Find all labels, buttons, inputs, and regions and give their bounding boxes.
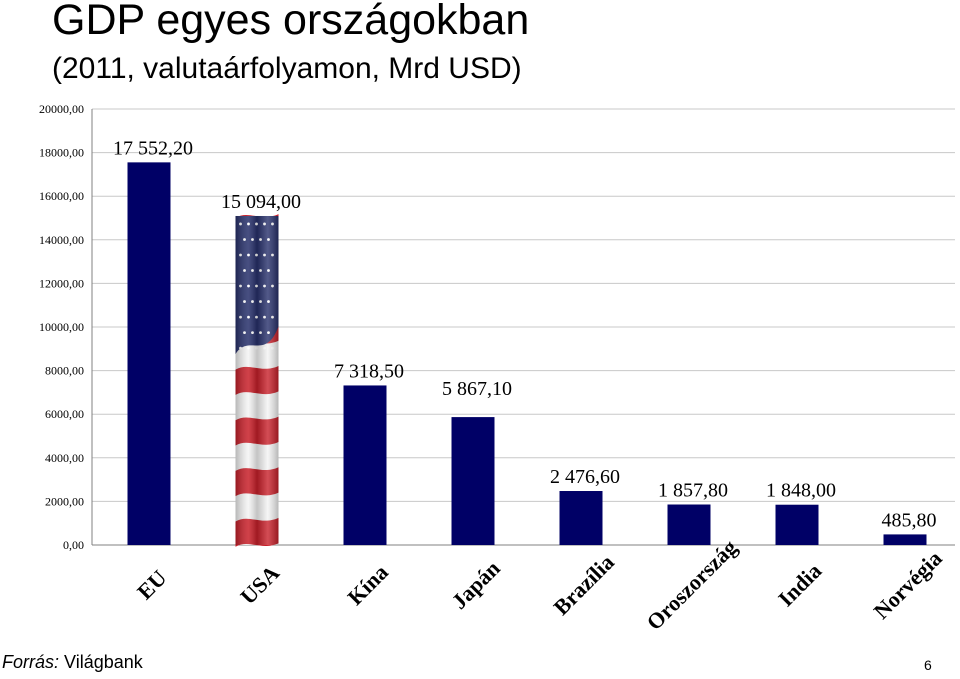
data-label: 17 552,20: [113, 137, 193, 159]
bar: [127, 162, 171, 545]
y-tick-label: 0,00: [63, 538, 84, 552]
y-tick-label: 10000,00: [39, 320, 84, 334]
data-label: 2 476,60: [550, 466, 620, 488]
x-tick-label: Kína: [342, 559, 393, 610]
y-tick-label: 20000,00: [39, 102, 84, 116]
chart-subtitle: (2011, valutaárfolyamon, Mrd USD): [52, 52, 522, 85]
x-tick-label: EU: [132, 565, 171, 604]
bar: [667, 504, 711, 545]
data-label: 7 318,50: [334, 360, 404, 382]
data-label: 15 094,00: [221, 191, 301, 213]
x-tick-label: USA: [235, 560, 284, 609]
y-tick-label: 12000,00: [39, 276, 84, 290]
bar: [883, 534, 927, 545]
x-tick-label: Brazília: [549, 550, 619, 620]
x-tick-label: Oroszország: [642, 535, 742, 635]
data-label: 1 848,00: [766, 480, 836, 502]
y-tick-label: 6000,00: [45, 407, 84, 421]
data-label: 485,80: [882, 509, 937, 531]
source-note: Forrás: Világbank: [2, 652, 143, 673]
x-tick-label: Japán: [447, 556, 505, 614]
y-tick-label: 14000,00: [39, 233, 84, 247]
source-label: Forrás:: [2, 652, 60, 672]
y-tick-label: 2000,00: [45, 494, 84, 508]
y-tick-label: 18000,00: [39, 146, 84, 160]
chart-title: GDP egyes országokban: [52, 0, 530, 44]
page-number: 6: [924, 657, 932, 673]
source-value: Világbank: [64, 652, 143, 672]
data-label: 5 867,10: [442, 378, 512, 400]
y-tick-label: 16000,00: [39, 189, 84, 203]
bar: [775, 504, 819, 545]
x-tick-label: India: [773, 558, 826, 611]
y-tick-label: 4000,00: [45, 451, 84, 465]
bar: [343, 385, 387, 545]
x-tick-label: Norvégia: [869, 546, 947, 624]
bar-usa-flag: [235, 214, 279, 547]
bar: [451, 417, 495, 545]
y-tick-label: 8000,00: [45, 364, 84, 378]
data-label: 1 857,80: [658, 479, 728, 501]
bar: [559, 491, 603, 545]
flag-shading: [235, 215, 279, 545]
